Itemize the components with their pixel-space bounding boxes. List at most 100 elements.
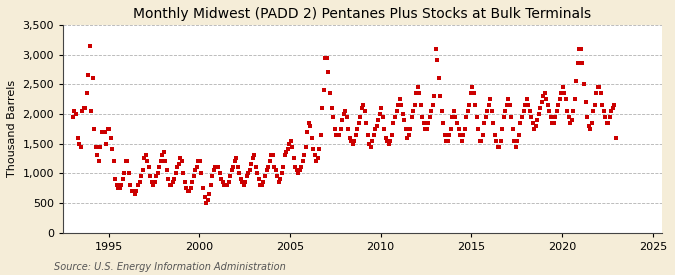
Point bbox=[589, 103, 600, 107]
Point bbox=[452, 120, 462, 125]
Point bbox=[223, 180, 234, 184]
Y-axis label: Thousand Barrels: Thousand Barrels bbox=[7, 80, 17, 177]
Point bbox=[161, 168, 172, 172]
Point bbox=[240, 180, 250, 184]
Point bbox=[304, 120, 315, 125]
Point bbox=[95, 144, 105, 149]
Point bbox=[188, 174, 199, 178]
Point bbox=[371, 123, 382, 128]
Point bbox=[541, 97, 551, 101]
Point bbox=[98, 130, 109, 134]
Point bbox=[369, 133, 379, 137]
Point bbox=[132, 183, 143, 187]
Point bbox=[609, 103, 620, 107]
Point bbox=[547, 120, 558, 125]
Point bbox=[571, 79, 582, 83]
Point bbox=[153, 171, 163, 175]
Point bbox=[604, 115, 615, 119]
Point bbox=[320, 55, 331, 60]
Point bbox=[192, 165, 202, 169]
Point bbox=[344, 135, 355, 140]
Point bbox=[343, 126, 354, 131]
Point bbox=[84, 43, 95, 48]
Point bbox=[146, 180, 157, 184]
Point bbox=[396, 103, 406, 107]
Point bbox=[466, 85, 477, 89]
Point bbox=[170, 171, 181, 175]
Point bbox=[399, 118, 410, 122]
Point bbox=[456, 138, 467, 143]
Point bbox=[90, 144, 101, 149]
Point bbox=[411, 91, 422, 95]
Point bbox=[393, 103, 404, 107]
Point bbox=[288, 156, 299, 161]
Point bbox=[130, 192, 140, 196]
Point bbox=[101, 141, 111, 146]
Point bbox=[313, 156, 323, 161]
Point bbox=[169, 177, 180, 181]
Point bbox=[75, 144, 86, 149]
Point bbox=[520, 103, 531, 107]
Point bbox=[453, 126, 464, 131]
Point bbox=[586, 120, 597, 125]
Point bbox=[493, 144, 504, 149]
Point bbox=[441, 138, 452, 143]
Point bbox=[570, 97, 580, 101]
Point bbox=[298, 159, 308, 164]
Point bbox=[116, 183, 127, 187]
Point bbox=[196, 171, 207, 175]
Point bbox=[361, 120, 372, 125]
Point bbox=[125, 183, 136, 187]
Point bbox=[107, 147, 117, 152]
Point bbox=[143, 165, 154, 169]
Point bbox=[331, 133, 342, 137]
Point bbox=[449, 109, 460, 113]
Point bbox=[337, 118, 348, 122]
Point bbox=[521, 97, 532, 101]
Point bbox=[379, 126, 390, 131]
Point bbox=[595, 91, 606, 95]
Point bbox=[373, 118, 384, 122]
Point bbox=[115, 186, 126, 190]
Point bbox=[157, 153, 167, 158]
Point bbox=[176, 159, 187, 164]
Point bbox=[119, 171, 130, 175]
Point bbox=[311, 159, 322, 164]
Point bbox=[149, 180, 160, 184]
Point bbox=[244, 168, 255, 172]
Point bbox=[267, 153, 278, 158]
Point bbox=[498, 115, 509, 119]
Point bbox=[435, 94, 446, 98]
Point bbox=[516, 115, 527, 119]
Point bbox=[319, 88, 329, 92]
Point bbox=[464, 103, 475, 107]
Point bbox=[220, 183, 231, 187]
Point bbox=[577, 61, 588, 66]
Point bbox=[362, 133, 373, 137]
Point bbox=[103, 126, 113, 131]
Point bbox=[222, 183, 233, 187]
Point bbox=[518, 109, 529, 113]
Point bbox=[202, 198, 213, 202]
Point bbox=[565, 120, 576, 125]
Point bbox=[117, 177, 128, 181]
Point bbox=[503, 97, 514, 101]
Point bbox=[387, 133, 398, 137]
Point bbox=[293, 171, 304, 175]
Point bbox=[260, 174, 271, 178]
Point bbox=[110, 177, 121, 181]
Point bbox=[359, 109, 370, 113]
Point bbox=[292, 168, 302, 172]
Point bbox=[299, 153, 310, 158]
Point bbox=[273, 180, 284, 184]
Point bbox=[421, 126, 432, 131]
Point bbox=[391, 109, 402, 113]
Point bbox=[350, 133, 361, 137]
Point bbox=[148, 183, 159, 187]
Point bbox=[163, 177, 173, 181]
Point bbox=[140, 153, 151, 158]
Point bbox=[144, 174, 155, 178]
Point bbox=[526, 115, 537, 119]
Point bbox=[266, 153, 277, 158]
Point bbox=[281, 150, 292, 155]
